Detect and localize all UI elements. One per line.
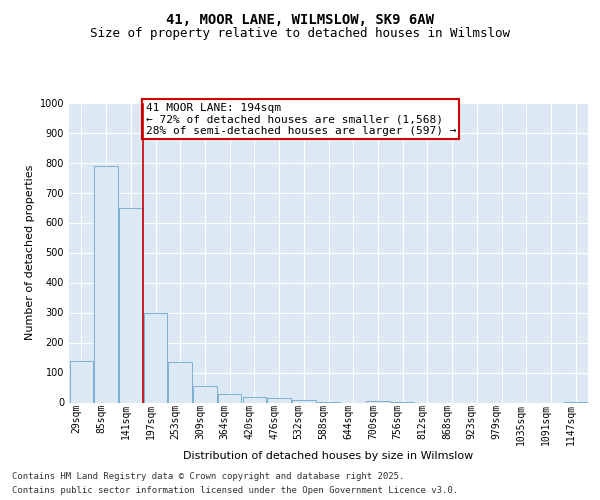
X-axis label: Distribution of detached houses by size in Wilmslow: Distribution of detached houses by size …: [184, 450, 473, 460]
Bar: [169, 362, 192, 403]
Bar: [292, 400, 316, 402]
Text: Size of property relative to detached houses in Wilmslow: Size of property relative to detached ho…: [90, 28, 510, 40]
Bar: [268, 398, 291, 402]
Text: 41 MOOR LANE: 194sqm
← 72% of detached houses are smaller (1,568)
28% of semi-de: 41 MOOR LANE: 194sqm ← 72% of detached h…: [146, 102, 456, 136]
Bar: [119, 208, 143, 402]
Bar: [242, 397, 266, 402]
Bar: [94, 166, 118, 402]
Bar: [193, 386, 217, 402]
Text: Contains public sector information licensed under the Open Government Licence v3: Contains public sector information licen…: [12, 486, 458, 495]
Bar: [144, 312, 167, 402]
Text: Contains HM Land Registry data © Crown copyright and database right 2025.: Contains HM Land Registry data © Crown c…: [12, 472, 404, 481]
Bar: [366, 401, 389, 402]
Bar: [218, 394, 241, 402]
Text: 41, MOOR LANE, WILMSLOW, SK9 6AW: 41, MOOR LANE, WILMSLOW, SK9 6AW: [166, 12, 434, 26]
Y-axis label: Number of detached properties: Number of detached properties: [25, 165, 35, 340]
Bar: [70, 360, 93, 403]
